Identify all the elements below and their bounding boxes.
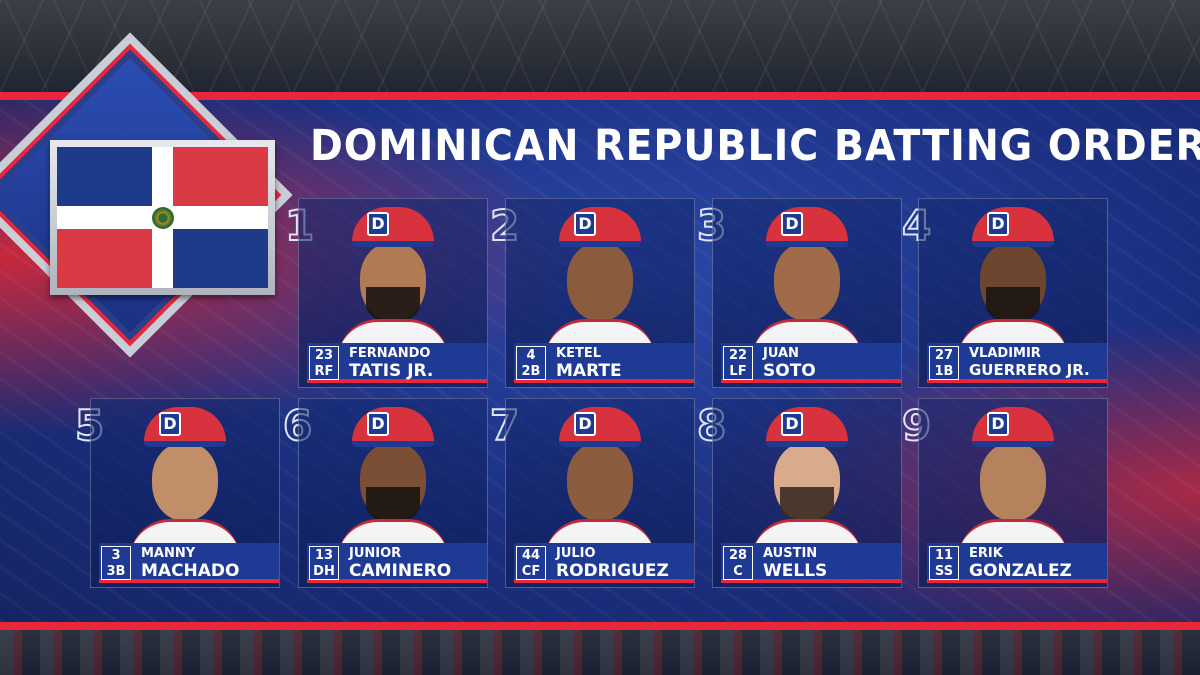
first-name: ERIK: [969, 546, 1003, 561]
first-name: VLADIMIR: [969, 346, 1041, 361]
number-position-badge: 11 SS: [929, 546, 959, 580]
player-nameplate: 11 SS ERIK GONZALEZ: [927, 543, 1107, 583]
first-name: KETEL: [556, 346, 601, 361]
last-name: GONZALEZ: [969, 561, 1072, 581]
cap-logo-icon: D: [367, 412, 389, 436]
player-photo: D: [958, 407, 1068, 559]
player-photo: D: [130, 407, 240, 559]
number-position-badge: 4 2B: [516, 346, 546, 380]
last-name: MACHADO: [141, 561, 240, 581]
first-name: MANNY: [141, 546, 196, 561]
player-card-7: D 44 CF JULIO RODRIGUEZ: [505, 398, 695, 588]
cap-logo-icon: D: [987, 212, 1009, 236]
cap-logo-icon: D: [367, 212, 389, 236]
last-name: RODRIGUEZ: [556, 561, 669, 581]
player-photo: D: [545, 407, 655, 559]
number-position-badge: 3 3B: [101, 546, 131, 580]
number-position-badge: 27 1B: [929, 346, 959, 380]
number-position-badge: 28 C: [723, 546, 753, 580]
stadium-roof-background: [0, 0, 1200, 95]
number-position-badge: 23 RF: [309, 346, 339, 380]
player-photo: D: [338, 207, 448, 359]
player-nameplate: 3 3B MANNY MACHADO: [99, 543, 279, 583]
player-nameplate: 28 C AUSTIN WELLS: [721, 543, 901, 583]
cap-logo-icon: D: [781, 412, 803, 436]
player-card-3: D 22 LF JUAN SOTO: [712, 198, 902, 388]
first-name: AUSTIN: [763, 546, 818, 561]
cap-logo-icon: D: [781, 212, 803, 236]
last-name: CAMINERO: [349, 561, 452, 581]
first-name: JULIO: [556, 546, 596, 561]
cap-logo-icon: D: [574, 412, 596, 436]
last-name: MARTE: [556, 361, 622, 381]
last-name: SOTO: [763, 361, 816, 381]
player-photo: D: [338, 407, 448, 559]
last-name: TATIS JR.: [349, 361, 434, 381]
first-name: FERNANDO: [349, 346, 431, 361]
player-card-2: D 4 2B KETEL MARTE: [505, 198, 695, 388]
player-photo: D: [545, 207, 655, 359]
number-position-badge: 44 CF: [516, 546, 546, 580]
dominican-republic-flag-icon: [57, 147, 268, 288]
cap-logo-icon: D: [987, 412, 1009, 436]
number-position-badge: 13 DH: [309, 546, 339, 580]
cap-logo-icon: D: [159, 412, 181, 436]
page-title: DOMINICAN REPUBLIC BATTING ORDER: [310, 121, 1200, 171]
player-card-5: D 3 3B MANNY MACHADO: [90, 398, 280, 588]
first-name: JUNIOR: [349, 546, 402, 561]
player-photo: D: [752, 207, 862, 359]
flag-frame: [50, 140, 275, 295]
stadium-crowd-background: [0, 628, 1200, 675]
first-name: JUAN: [763, 346, 799, 361]
player-nameplate: 44 CF JULIO RODRIGUEZ: [514, 543, 694, 583]
last-name: WELLS: [763, 561, 828, 581]
player-card-6: D 13 DH JUNIOR CAMINERO: [298, 398, 488, 588]
player-photo: D: [958, 207, 1068, 359]
cap-logo-icon: D: [574, 212, 596, 236]
player-nameplate: 13 DH JUNIOR CAMINERO: [307, 543, 487, 583]
player-nameplate: 27 1B VLADIMIR GUERRERO JR.: [927, 343, 1107, 383]
number-position-badge: 22 LF: [723, 346, 753, 380]
player-photo: D: [752, 407, 862, 559]
player-nameplate: 22 LF JUAN SOTO: [721, 343, 901, 383]
player-card-9: D 11 SS ERIK GONZALEZ: [918, 398, 1108, 588]
coat-of-arms-icon: [151, 206, 174, 229]
player-card-4: D 27 1B VLADIMIR GUERRERO JR.: [918, 198, 1108, 388]
player-card-1: D 23 RF FERNANDO TATIS JR.: [298, 198, 488, 388]
last-name: GUERRERO JR.: [969, 361, 1090, 379]
player-nameplate: 4 2B KETEL MARTE: [514, 343, 694, 383]
player-nameplate: 23 RF FERNANDO TATIS JR.: [307, 343, 487, 383]
player-card-8: D 28 C AUSTIN WELLS: [712, 398, 902, 588]
